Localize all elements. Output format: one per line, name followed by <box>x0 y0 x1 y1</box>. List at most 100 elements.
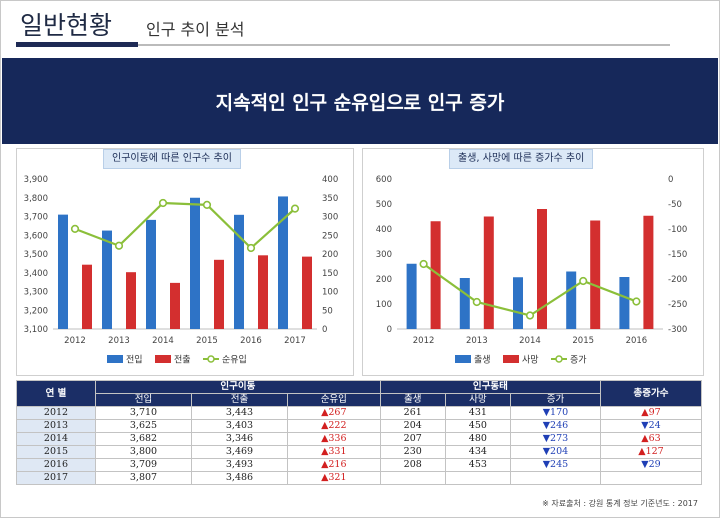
y-tick-label: 0 <box>387 325 392 335</box>
migration-chart-panel: 인구이동에 따른 인구수 추이 3,100 3,200 3,300 3,400 3,50… <box>16 148 354 376</box>
source-footnote: ※ 자료출처 : 강원 통계 정보 기준년도 : 2017 <box>542 499 698 508</box>
x-tick-label: 2013 <box>108 336 130 346</box>
bar-전출 <box>302 256 312 329</box>
chart-title: 출생, 사망에 따른 증가수 추이 <box>449 149 594 169</box>
y-tick-label: 3,700 <box>24 213 48 223</box>
bar-전입 <box>102 230 112 329</box>
table-cell-in: 3,625 <box>95 419 192 433</box>
page-subtitle: 인구 추이 분석 <box>146 20 245 39</box>
table-cell-total: ▲97 <box>600 406 702 420</box>
bar-사망 <box>430 221 441 329</box>
header-total: 총증가수 <box>600 380 702 407</box>
bar-전출 <box>258 255 268 329</box>
table-cell-in: 3,709 <box>95 458 192 472</box>
table-cell-year: 2015 <box>16 445 96 459</box>
y-tick-label: 3,500 <box>24 250 48 260</box>
birth-death-chart-panel: 출생, 사망에 따른 증가수 추이 0 100 200 300 400 500 600 -30… <box>362 148 704 376</box>
bar-사망 <box>483 216 494 329</box>
chart-title: 인구이동에 따른 인구수 추이 <box>103 149 241 169</box>
table-cell-net: ▲321 <box>286 471 381 485</box>
table-cell-inc: ▼170 <box>509 406 602 420</box>
header-year: 연 별 <box>16 380 96 407</box>
bar-출생 <box>406 263 417 329</box>
header-net: 순유입 <box>286 393 381 407</box>
y-tick-label: 3,200 <box>24 306 48 316</box>
table-cell-death: 453 <box>444 458 511 472</box>
header-birth: 출생 <box>379 393 446 407</box>
table-cell-birth: 230 <box>379 445 446 459</box>
y2-tick-label: 0 <box>668 175 673 185</box>
bar-전입 <box>278 196 288 329</box>
line-point-증가 <box>579 276 588 286</box>
bar-전출 <box>82 264 92 329</box>
y2-tick-label: -250 <box>668 300 687 310</box>
line-증가 <box>422 263 637 317</box>
headline-banner: 지속적인 인구 순유입으로 인구 증가 <box>2 58 718 144</box>
y2-tick-label: 0 <box>322 325 327 335</box>
table-cell-out: 3,493 <box>190 458 288 472</box>
legend-swatch-marker <box>555 355 563 363</box>
y2-tick-label: 50 <box>322 306 333 316</box>
x-tick-label: 2012 <box>413 336 435 346</box>
y2-tick-label: 300 <box>322 213 338 223</box>
y-tick-label: 200 <box>376 275 392 285</box>
page-title: 일반현황 <box>20 11 113 40</box>
header-in: 전입 <box>95 393 192 407</box>
line-point-순유입 <box>290 204 300 213</box>
y2-tick-label: -200 <box>668 275 687 285</box>
table-cell-inc: ▼273 <box>509 432 602 446</box>
y-tick-label: 3,300 <box>24 288 48 298</box>
y-tick-label: 600 <box>376 175 392 185</box>
y-tick-label: 3,800 <box>24 194 48 204</box>
header-group-vital: 인구동태 <box>379 380 602 394</box>
legend-label: 출생 <box>474 355 491 366</box>
y-tick-label: 300 <box>376 250 392 260</box>
x-tick-label: 2015 <box>572 336 594 346</box>
bar-전출 <box>214 259 224 329</box>
legend-label: 증가 <box>570 355 587 366</box>
table-cell-birth: 204 <box>379 419 446 433</box>
y-tick-label: 3,100 <box>24 325 48 335</box>
line-point-증가 <box>419 259 428 269</box>
table-cell-net: ▲336 <box>286 432 381 446</box>
table-cell-out: 3,346 <box>190 432 288 446</box>
line-point-순유입 <box>246 243 256 253</box>
x-tick-label: 2016 <box>240 336 262 346</box>
title-underline <box>16 42 138 47</box>
line-point-순유입 <box>158 198 168 208</box>
table-cell-death: 434 <box>444 445 511 459</box>
table-cell-year: 2012 <box>16 406 96 420</box>
y-tick-label: 3,400 <box>24 269 48 279</box>
title-divider <box>138 44 670 46</box>
legend-label: 전입 <box>126 354 143 366</box>
table-row: 2017 3,807 3,486 ▲321 <box>16 471 702 485</box>
table-cell-death: 480 <box>444 432 511 446</box>
table-cell-birth: 207 <box>379 432 446 446</box>
table-row: 2014 3,682 3,346 ▲336 207 480 ▼273 ▲63 <box>16 432 702 446</box>
y2-tick-label: 200 <box>322 250 338 260</box>
bar-사망 <box>537 209 547 329</box>
y2-tick-label: 150 <box>322 269 338 279</box>
bar-전입 <box>190 197 200 329</box>
table-cell-total: ▲127 <box>600 445 702 459</box>
headline-text: 지속적인 인구 순유입으로 인구 증가 <box>215 92 505 114</box>
legend-label: 사망 <box>522 355 539 366</box>
table-cell-inc: ▼204 <box>509 445 602 459</box>
y-tick-label: 500 <box>376 200 392 210</box>
table-cell-in: 3,682 <box>95 432 192 446</box>
bar-사망 <box>643 215 654 329</box>
bar-사망 <box>590 220 601 329</box>
line-point-증가 <box>525 311 535 320</box>
table-cell-total: ▲63 <box>600 432 702 446</box>
bar-출생 <box>566 271 577 329</box>
header-death: 사망 <box>444 393 511 407</box>
y-tick-label: 3,900 <box>24 175 48 185</box>
table-cell-year: 2016 <box>16 458 96 472</box>
y2-tick-label: 250 <box>322 231 338 241</box>
table-cell-inc <box>509 471 602 485</box>
y2-tick-label: -50 <box>668 200 682 210</box>
x-tick-label: 2017 <box>284 336 306 346</box>
birth-death-chart: 0 100 200 300 400 500 600 -300 -250 -200 -150 -100 -… <box>376 175 688 366</box>
bar-출생 <box>513 277 523 329</box>
header-increase: 증가 <box>509 393 602 407</box>
